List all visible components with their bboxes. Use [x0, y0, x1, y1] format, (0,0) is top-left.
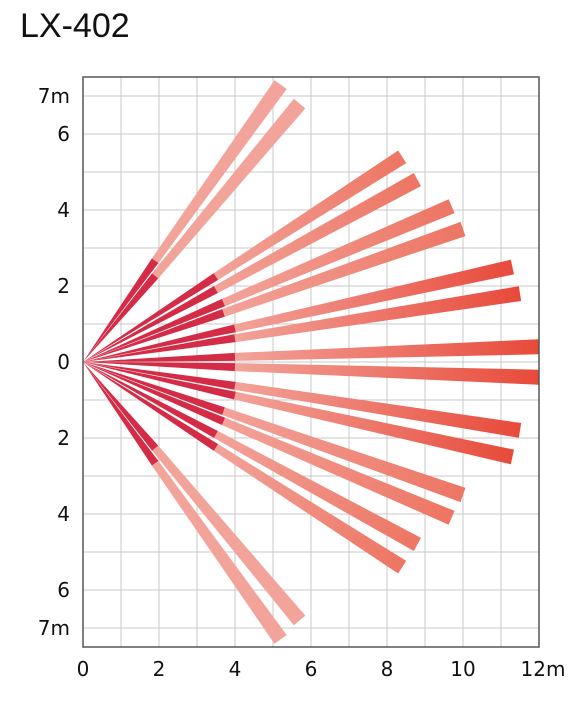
beam-far-zone — [234, 259, 515, 333]
detection-beam — [83, 80, 287, 362]
detection-beam — [83, 259, 515, 362]
y-tick-label: 2 — [57, 274, 70, 298]
beam-far-zone — [234, 339, 540, 361]
detection-beam — [83, 199, 455, 362]
beam-far-zone — [234, 286, 522, 343]
beam-far-zone — [222, 417, 455, 525]
y-tick-label: 6 — [57, 122, 70, 146]
detection-beam — [83, 362, 455, 525]
beam-near-zone — [83, 324, 236, 362]
beam-near-zone — [83, 273, 159, 362]
detection-beams — [83, 80, 540, 644]
beam-far-zone — [214, 431, 421, 551]
beam-near-zone — [83, 362, 159, 451]
beam-near-zone — [83, 362, 159, 466]
detection-beam — [83, 362, 421, 551]
detection-beam — [83, 286, 522, 362]
beam-far-zone — [152, 98, 306, 279]
x-tick-label: 2 — [153, 657, 166, 681]
y-tick-label: 4 — [57, 502, 70, 526]
beam-far-zone — [151, 80, 287, 263]
beam-near-zone — [83, 273, 219, 362]
detection-beam — [83, 98, 306, 362]
beam-near-zone — [83, 362, 226, 426]
x-tick-label: 12m — [521, 657, 566, 681]
axis-tick-labels: 0 2 4 6 8 10 12m 7m 6 4 2 0 2 4 6 7m — [38, 84, 566, 681]
beam-far-zone — [234, 391, 515, 465]
detection-beam — [83, 362, 287, 644]
y-tick-label: 4 — [57, 198, 70, 222]
y-tick-label: 7m — [38, 84, 70, 108]
x-tick-label: 4 — [229, 657, 242, 681]
plot-frame — [82, 76, 540, 648]
grid-lines — [82, 77, 540, 647]
y-tick-label: 7m — [38, 616, 70, 640]
beam-far-zone — [234, 363, 540, 385]
beam-far-zone — [214, 173, 421, 293]
diagram-title: LX-402 — [20, 7, 130, 45]
detection-beam — [83, 362, 407, 574]
detection-beam — [83, 362, 466, 503]
beam-near-zone — [83, 298, 226, 362]
beam-far-zone — [222, 407, 466, 503]
x-tick-label: 10 — [450, 657, 475, 681]
beam-near-zone — [83, 334, 236, 362]
beam-far-zone — [234, 381, 522, 438]
beam-far-zone — [222, 199, 455, 307]
x-tick-label: 6 — [305, 657, 318, 681]
beam-near-zone — [83, 258, 159, 362]
detection-beam — [83, 362, 515, 465]
beam-near-zone — [83, 309, 225, 362]
beam-far-zone — [151, 461, 287, 644]
beam-far-zone — [222, 221, 466, 317]
detection-beam — [83, 221, 466, 362]
detection-beam — [83, 362, 306, 626]
detection-beam — [83, 362, 522, 438]
x-tick-label: 0 — [77, 657, 90, 681]
beam-far-zone — [213, 150, 407, 280]
beam-far-zone — [152, 445, 306, 626]
x-tick-label: 8 — [381, 657, 394, 681]
detection-beam — [83, 150, 407, 362]
y-tick-label: 2 — [57, 426, 70, 450]
beam-near-zone — [83, 362, 236, 372]
detection-beam — [83, 339, 540, 362]
beam-near-zone — [83, 362, 219, 451]
beam-far-zone — [213, 444, 407, 574]
beam-near-zone — [83, 285, 218, 362]
y-tick-label: 6 — [57, 578, 70, 602]
beam-near-zone — [83, 362, 236, 390]
detection-beam — [83, 173, 421, 362]
detection-beam — [83, 362, 540, 385]
y-tick-label: 0 — [57, 350, 70, 374]
beam-near-zone — [83, 362, 218, 439]
beam-near-zone — [83, 362, 225, 415]
beam-near-zone — [83, 352, 236, 362]
beam-near-zone — [83, 362, 236, 400]
